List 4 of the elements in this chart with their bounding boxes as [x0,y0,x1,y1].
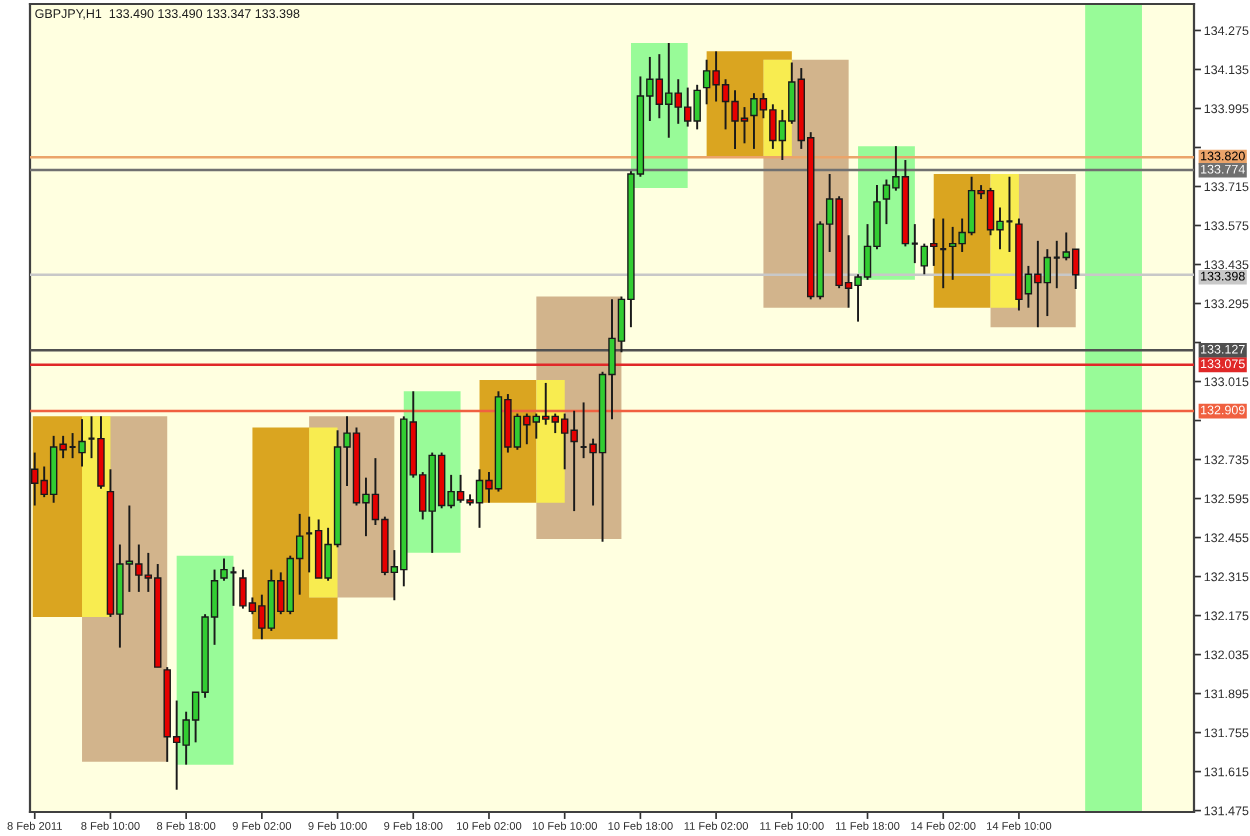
candlestick [920,242,929,276]
candlestick [78,418,86,468]
candlestick [220,557,228,582]
candlestick [1071,248,1080,290]
